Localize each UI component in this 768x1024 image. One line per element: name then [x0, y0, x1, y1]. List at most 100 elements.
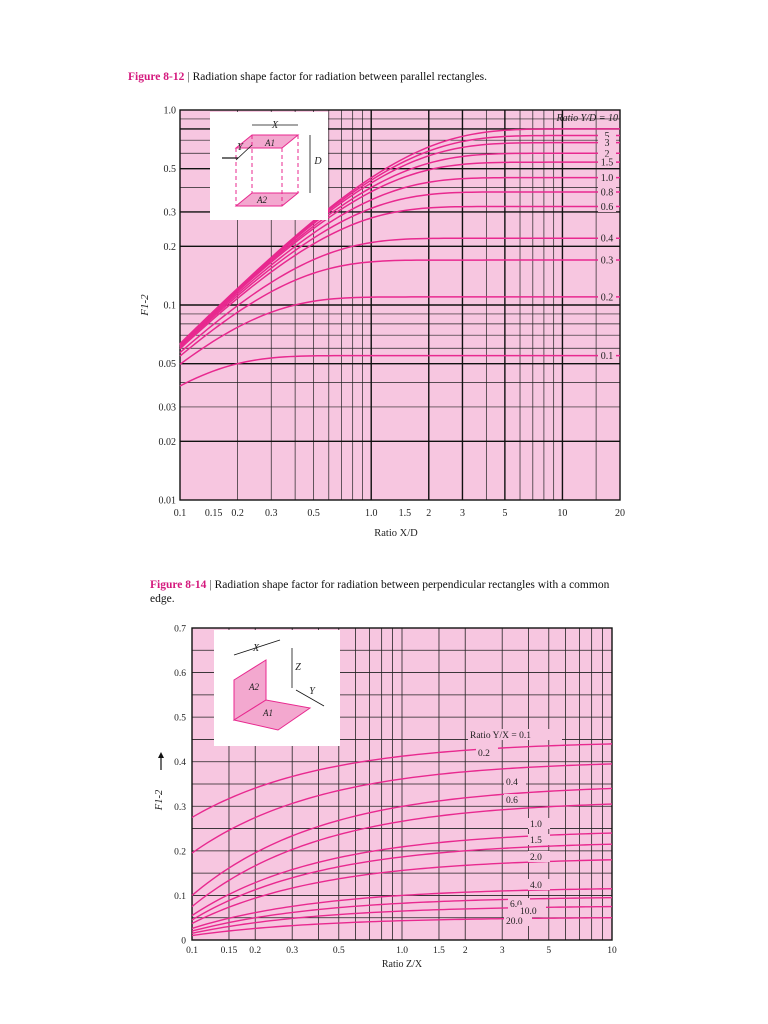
inset-label-x: X [252, 643, 260, 654]
label-bg [598, 137, 616, 149]
y-tick-label: 0.01 [159, 496, 177, 507]
plot-border [191, 627, 613, 941]
curve-label: 0.8 [601, 187, 614, 198]
curve-label: 6.0 [510, 900, 522, 910]
figure-number: Figure 8-14 [150, 579, 207, 591]
curve-line [179, 152, 620, 346]
y-tick-label: 0.1 [174, 892, 186, 902]
label-bg [598, 186, 616, 198]
curve-line [179, 205, 620, 350]
label-bg [598, 129, 616, 141]
curve-line [179, 237, 620, 354]
inset-label-a1: A1 [264, 138, 275, 148]
label-bg [504, 794, 526, 805]
curve-line [179, 259, 620, 357]
curve-label: 0.6 [506, 796, 518, 806]
x-tick-label: 0.2 [231, 508, 244, 519]
label-bg [528, 818, 550, 829]
parallel-rectangles-chart: Ratio Y/D = 105321.51.00.80.60.40.30.20.… [139, 106, 626, 540]
inset-label-a2: A2 [248, 682, 259, 692]
curve-label: 20.0 [506, 917, 523, 927]
figure-text: Radiation shape factor for radiation bet… [192, 71, 488, 83]
y-tick-label: 0.03 [159, 402, 177, 413]
label-bg [598, 232, 616, 244]
inset-diagram: X Y D A1 A2 [210, 112, 328, 220]
label-bg [468, 729, 562, 740]
y-tick-label: 0.5 [164, 164, 177, 175]
label-bg [598, 254, 616, 266]
curve-label: 0.1 [601, 351, 614, 362]
y-tick-label: 0.3 [174, 803, 186, 813]
label-bg [476, 747, 498, 758]
label-bg [598, 291, 616, 303]
curve-line [191, 896, 613, 932]
x-tick-label: 3 [460, 508, 465, 519]
x-tick-label: 0.15 [205, 508, 223, 519]
y-arrow-head-icon [158, 752, 164, 758]
curve-line [179, 191, 620, 348]
y-tick-label: 0.7 [174, 625, 186, 635]
axis-ticks: 0.1 0.15 0.2 0.3 0.5 1.0 1.5 2 3 5 10 200.010.020.0… [159, 106, 626, 520]
y-tick-label: 0 [181, 937, 186, 947]
y-tick-label: 0.3 [164, 207, 177, 218]
curve-label: 0.2 [478, 749, 490, 759]
figure-8-12-caption: Figure 8-12 | Radiation shape factor for r… [128, 71, 488, 83]
x-tick-label: 5 [546, 946, 551, 956]
curve-label: 0.3 [601, 256, 614, 267]
x-tick-label: 0.5 [333, 946, 345, 956]
legend-title: Ratio Y/D = 10 [556, 113, 618, 124]
label-bg [508, 898, 530, 909]
curve-label: 4.0 [530, 881, 542, 891]
label-bg [528, 879, 550, 890]
y-tick-label: 0.4 [174, 758, 186, 768]
inset-label-a1: A1 [262, 708, 273, 718]
y-tick-label: 0.05 [159, 359, 177, 370]
curve-label: 2.0 [530, 853, 542, 863]
curves [179, 128, 621, 387]
curve-label: 1.5 [530, 836, 542, 846]
x-tick-label: 5 [502, 508, 507, 519]
curve-label: 10.0 [520, 907, 537, 917]
x-tick-label: 0.1 [186, 946, 198, 956]
x-axis-label: Ratio X/D [374, 528, 418, 539]
curve-label: 1.0 [530, 820, 542, 830]
curve-labels: Ratio Y/X = 0.1 0.2 0.4 0.6 1.0 1.5 2.0 4.0 6.01… [468, 729, 562, 927]
curve-line [179, 354, 620, 387]
label-bg [598, 172, 616, 184]
y-tick-label: 1.0 [164, 106, 177, 117]
curve-line [179, 176, 620, 347]
y-tick-label: 0.2 [174, 847, 186, 857]
curve-line [191, 917, 613, 937]
figure-text: Radiation shape factor for radiation bet… [150, 579, 610, 605]
inset-label-x: X [271, 120, 279, 131]
y-tick-label: 0.6 [174, 669, 186, 679]
curve-label: 0.6 [601, 202, 614, 213]
label-bg [598, 200, 616, 212]
curve-label: 2 [605, 149, 610, 160]
y-tick-label: 0.02 [159, 437, 177, 448]
curve-label: 1.0 [601, 173, 614, 184]
curve-line [179, 296, 620, 365]
label-bg [598, 350, 616, 362]
inset-label-d: D [313, 156, 322, 167]
y-tick-label: 0.5 [174, 714, 186, 724]
rect-a1 [232, 699, 312, 731]
x-tick-label: 1.0 [365, 508, 378, 519]
inset-label-z: Z [295, 662, 301, 673]
x-tick-label: 2 [463, 946, 468, 956]
inset-label-a2: A2 [256, 195, 267, 205]
inset-diagram: X Z Y A2 A1 [214, 630, 340, 746]
x-tick-label: 10 [557, 508, 567, 519]
curve-label: 1.5 [601, 158, 614, 169]
curve-label: 0.2 [601, 292, 614, 303]
inset-label-y: Y [309, 686, 316, 697]
inset-label-y: Y [237, 142, 244, 153]
figure-number: Figure 8-12 [128, 71, 185, 83]
curve-line [179, 141, 620, 345]
label-bg [528, 851, 550, 862]
y-tick-label: 0.1 [164, 301, 177, 312]
x-tick-label: 1.5 [399, 508, 412, 519]
curve-label: Ratio Y/X = 0.1 [470, 731, 531, 741]
x-tick-label: 2 [426, 508, 431, 519]
